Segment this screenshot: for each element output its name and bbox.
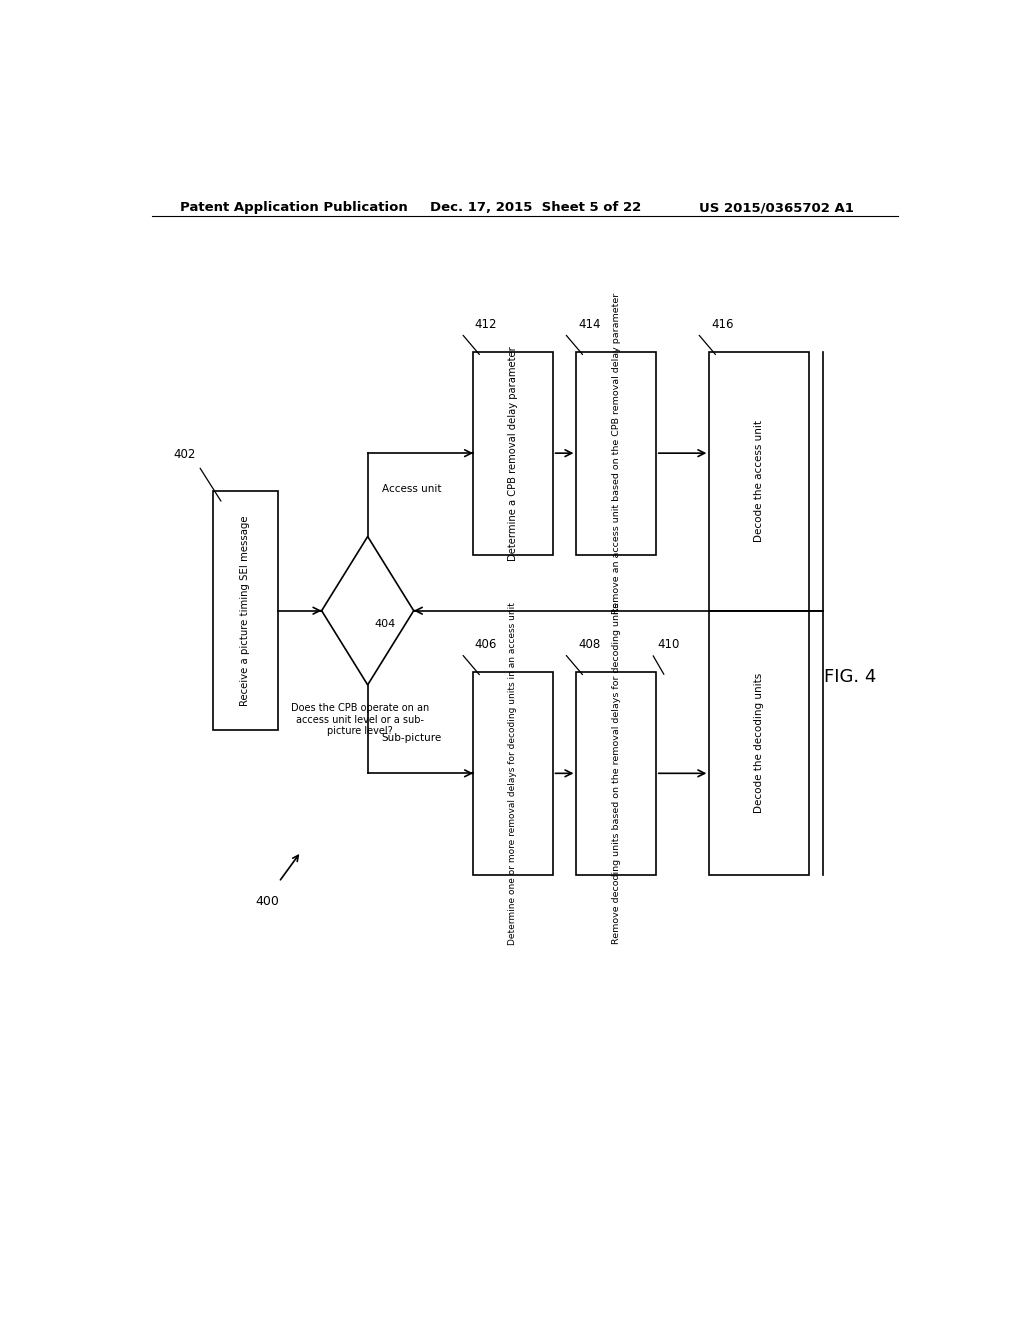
Bar <box>473 672 553 875</box>
Text: Determine a CPB removal delay parameter: Determine a CPB removal delay parameter <box>508 346 518 561</box>
Text: US 2015/0365702 A1: US 2015/0365702 A1 <box>699 201 854 214</box>
Text: 402: 402 <box>173 447 196 461</box>
Text: 408: 408 <box>578 639 600 651</box>
Text: 404: 404 <box>374 619 395 628</box>
Text: Dec. 17, 2015  Sheet 5 of 22: Dec. 17, 2015 Sheet 5 of 22 <box>430 201 641 214</box>
Bar <box>710 611 809 875</box>
Text: Determine one or more removal delays for decoding units in an access unit: Determine one or more removal delays for… <box>508 602 517 945</box>
Text: 414: 414 <box>578 318 600 331</box>
Bar <box>577 351 655 554</box>
Text: Decode the decoding units: Decode the decoding units <box>754 673 764 813</box>
Text: FIG. 4: FIG. 4 <box>824 668 877 686</box>
Text: Remove an access unit based on the CPB removal delay parameter: Remove an access unit based on the CPB r… <box>611 293 621 614</box>
Text: Decode the access unit: Decode the access unit <box>754 420 764 543</box>
Text: 416: 416 <box>711 318 733 331</box>
Text: 400: 400 <box>255 895 279 908</box>
Polygon shape <box>322 536 414 685</box>
Bar <box>213 491 278 730</box>
Text: Access unit: Access unit <box>382 484 441 494</box>
Text: Remove decoding units based on the removal delays for decoding units: Remove decoding units based on the remov… <box>611 603 621 944</box>
Bar <box>473 351 553 554</box>
Text: Patent Application Publication: Patent Application Publication <box>179 201 408 214</box>
Text: Does the CPB operate on an
access unit level or a sub-
picture level?: Does the CPB operate on an access unit l… <box>291 704 429 737</box>
Text: Sub-picture: Sub-picture <box>381 733 441 743</box>
Text: 410: 410 <box>657 639 680 651</box>
Bar <box>577 672 655 875</box>
Text: 406: 406 <box>475 639 498 651</box>
Bar <box>710 351 809 611</box>
Text: Receive a picture timing SEI message: Receive a picture timing SEI message <box>241 515 251 706</box>
Text: 412: 412 <box>475 318 498 331</box>
